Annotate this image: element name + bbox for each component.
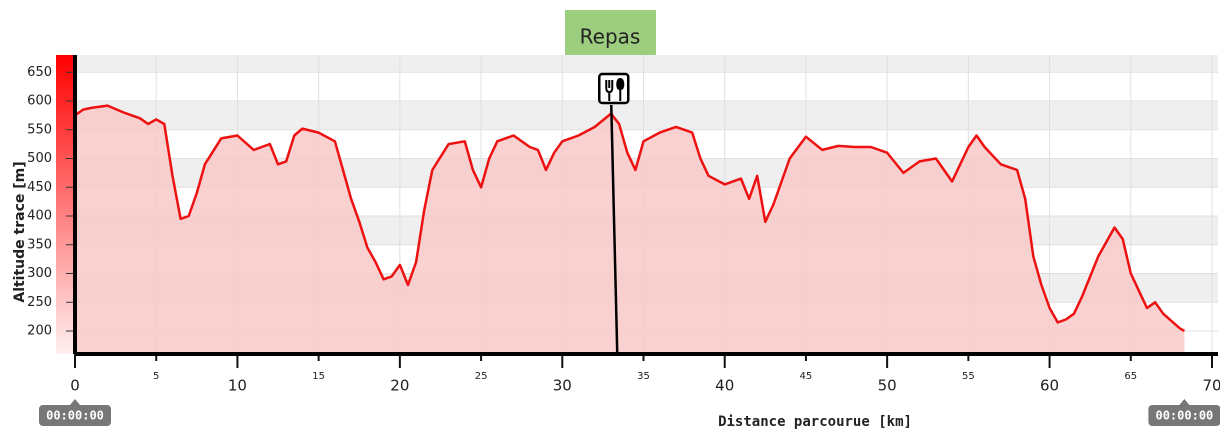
x-tick-label: 65	[1124, 371, 1137, 382]
y-tick-label: 400	[27, 209, 52, 224]
knife-icon	[616, 77, 625, 101]
area	[75, 105, 1185, 354]
y-tick-label: 500	[27, 151, 52, 166]
y-tick-label: 300	[27, 266, 52, 281]
x-tick-label: 0	[70, 377, 80, 395]
x-tick-label: 10	[228, 377, 247, 395]
grid-band	[75, 101, 1218, 130]
time-label: 00:00:00	[1155, 409, 1213, 423]
x-tick-label: 45	[800, 371, 813, 382]
x-tick-label: 50	[878, 377, 897, 395]
x-tick-label: 30	[553, 377, 572, 395]
line	[74, 104, 1186, 333]
y-tick-label: 250	[27, 295, 52, 310]
y-axis-label: Altitude trace [m]	[12, 161, 28, 302]
y-tick-label: 650	[27, 65, 52, 80]
altitude-scale-bar	[56, 55, 73, 354]
x-tick-label: 20	[390, 377, 409, 395]
time-label-box	[1148, 405, 1220, 426]
x-tick-label: 40	[715, 377, 734, 395]
x-tick-label: 5	[153, 371, 159, 382]
time-pointer	[70, 399, 80, 405]
y-tick-label: 600	[27, 94, 52, 109]
time-label: 00:00:00	[46, 409, 104, 423]
annotation-box	[565, 10, 656, 55]
annotation-line	[610, 104, 619, 355]
fork-icon	[605, 80, 614, 101]
annotation-icon	[598, 72, 630, 105]
time-label-box	[39, 405, 111, 426]
y-tick-label: 550	[27, 122, 52, 137]
y-tick-label: 450	[27, 180, 52, 195]
time-pointer	[1179, 399, 1190, 405]
grid-band	[75, 55, 1218, 73]
annotation-text: Repas	[580, 25, 641, 49]
x-tick-label: 55	[962, 371, 975, 382]
x-tick-label: 35	[637, 371, 650, 382]
x-tick-label: 60	[1040, 377, 1059, 395]
y-tick-label: 200	[27, 324, 52, 339]
y-tick-label: 350	[27, 237, 52, 252]
x-axis-label: Distance parcourue [km]	[718, 414, 912, 430]
x-tick-label: 70	[1202, 377, 1220, 395]
x-tick-label: 25	[475, 371, 488, 382]
x-tick-label: 15	[312, 371, 325, 382]
